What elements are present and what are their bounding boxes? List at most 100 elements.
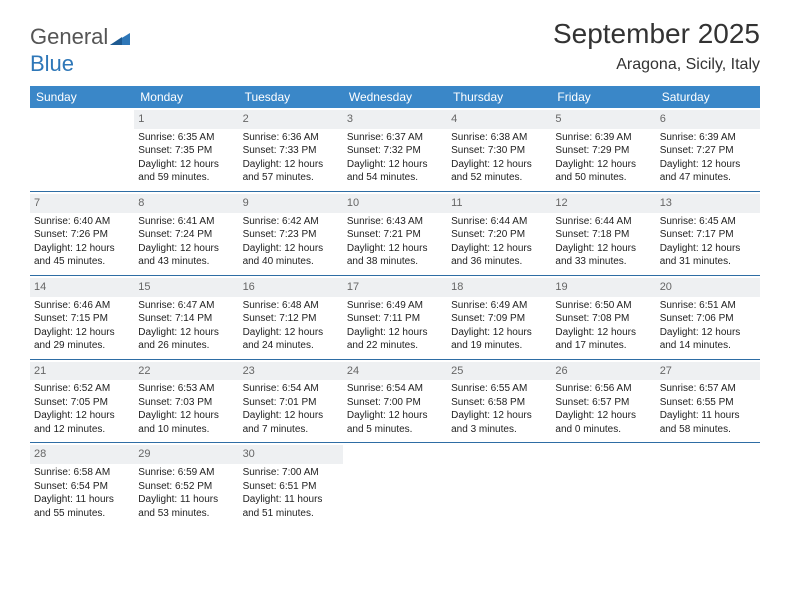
cell-text-line: Sunset: 7:03 PM bbox=[138, 396, 234, 410]
cell-text-line: and 55 minutes. bbox=[34, 507, 130, 521]
cell-text-line: Daylight: 12 hours bbox=[138, 409, 234, 423]
calendar-cell: 23Sunrise: 6:54 AMSunset: 7:01 PMDayligh… bbox=[239, 359, 343, 443]
cell-text-line: Daylight: 12 hours bbox=[243, 158, 339, 172]
cell-text-line: and 52 minutes. bbox=[451, 171, 547, 185]
cell-text-line: Sunrise: 6:39 AM bbox=[660, 131, 756, 145]
cell-text-line: and 17 minutes. bbox=[555, 339, 651, 353]
weekday-header: Monday bbox=[134, 86, 238, 108]
calendar-cell: 11 Sunrise: 6:44 AMSunset: 7:20 PMDayligh… bbox=[447, 191, 551, 275]
calendar-row: 28Sunrise: 6:58 AMSunset: 6:54 PMDayligh… bbox=[30, 443, 760, 526]
cell-text-line: Daylight: 12 hours bbox=[555, 326, 651, 340]
cell-text-line: Daylight: 11 hours bbox=[138, 493, 234, 507]
cell-text-line: Sunset: 7:08 PM bbox=[555, 312, 651, 326]
cell-text-line: Sunset: 7:30 PM bbox=[451, 144, 547, 158]
day-number: 12 bbox=[551, 194, 655, 213]
cell-text-line: and 58 minutes. bbox=[660, 423, 756, 437]
cell-text-line: Daylight: 12 hours bbox=[451, 158, 547, 172]
cell-text-line: and 7 minutes. bbox=[243, 423, 339, 437]
calendar-cell: 17Sunrise: 6:49 AMSunset: 7:11 PMDayligh… bbox=[343, 275, 447, 359]
cell-text-line: Sunset: 7:18 PM bbox=[555, 228, 651, 242]
cell-text-line: Sunset: 7:21 PM bbox=[347, 228, 443, 242]
calendar-row: 21Sunrise: 6:52 AMSunset: 7:05 PMDayligh… bbox=[30, 359, 760, 443]
cell-text-line: Sunset: 7:24 PM bbox=[138, 228, 234, 242]
cell-text-line: Sunrise: 6:59 AM bbox=[138, 466, 234, 480]
cell-text-line: Sunset: 7:17 PM bbox=[660, 228, 756, 242]
day-number: 3 bbox=[343, 110, 447, 129]
cell-text-line: and 51 minutes. bbox=[243, 507, 339, 521]
cell-text-line: Sunset: 6:54 PM bbox=[34, 480, 130, 494]
calendar-cell: 1Sunrise: 6:35 AMSunset: 7:35 PMDaylight… bbox=[134, 108, 238, 191]
cell-text-line: Sunset: 7:00 PM bbox=[347, 396, 443, 410]
location-subtitle: Aragona, Sicily, Italy bbox=[616, 56, 760, 74]
cell-text-line: Daylight: 12 hours bbox=[347, 242, 443, 256]
cell-text-line: Sunrise: 6:57 AM bbox=[660, 382, 756, 396]
cell-text-line: Sunrise: 6:44 AM bbox=[451, 215, 547, 229]
cell-text-line: and 50 minutes. bbox=[555, 171, 651, 185]
day-number: 2 bbox=[239, 110, 343, 129]
cell-text-line: Sunrise: 6:55 AM bbox=[451, 382, 547, 396]
calendar-cell: 6Sunrise: 6:39 AMSunset: 7:27 PMDaylight… bbox=[656, 108, 760, 191]
cell-text-line: Daylight: 12 hours bbox=[243, 409, 339, 423]
weekday-header: Sunday bbox=[30, 86, 134, 108]
cell-text-line: Daylight: 12 hours bbox=[243, 242, 339, 256]
cell-text-line: and 53 minutes. bbox=[138, 507, 234, 521]
day-number: 17 bbox=[343, 278, 447, 297]
cell-text-line: Sunset: 7:15 PM bbox=[34, 312, 130, 326]
calendar-row: 14Sunrise: 6:46 AMSunset: 7:15 PMDayligh… bbox=[30, 275, 760, 359]
day-number: 13 bbox=[656, 194, 760, 213]
day-number: 7 bbox=[30, 194, 134, 213]
cell-text-line: Daylight: 12 hours bbox=[660, 242, 756, 256]
cell-text-line: Daylight: 12 hours bbox=[138, 158, 234, 172]
cell-text-line: Sunrise: 6:58 AM bbox=[34, 466, 130, 480]
cell-text-line: Daylight: 12 hours bbox=[660, 158, 756, 172]
day-number: 11 bbox=[447, 194, 551, 213]
day-number: 18 bbox=[447, 278, 551, 297]
cell-text-line: and 40 minutes. bbox=[243, 255, 339, 269]
calendar-cell: 16Sunrise: 6:48 AMSunset: 7:12 PMDayligh… bbox=[239, 275, 343, 359]
day-number: 16 bbox=[239, 278, 343, 297]
cell-text-line: Daylight: 11 hours bbox=[243, 493, 339, 507]
day-number: 19 bbox=[551, 278, 655, 297]
cell-text-line: Sunrise: 6:36 AM bbox=[243, 131, 339, 145]
cell-text-line: Sunset: 7:14 PM bbox=[138, 312, 234, 326]
weekday-header: Wednesday bbox=[343, 86, 447, 108]
cell-text-line: Daylight: 12 hours bbox=[451, 242, 547, 256]
cell-text-line: and 59 minutes. bbox=[138, 171, 234, 185]
cell-text-line: Sunrise: 6:40 AM bbox=[34, 215, 130, 229]
cell-text-line: Sunset: 7:35 PM bbox=[138, 144, 234, 158]
cell-text-line: and 47 minutes. bbox=[660, 171, 756, 185]
day-number: 24 bbox=[343, 362, 447, 381]
cell-text-line: Sunset: 6:55 PM bbox=[660, 396, 756, 410]
cell-text-line: Daylight: 11 hours bbox=[34, 493, 130, 507]
cell-text-line: and 5 minutes. bbox=[347, 423, 443, 437]
cell-text-line: and 36 minutes. bbox=[451, 255, 547, 269]
cell-text-line: Sunrise: 6:37 AM bbox=[347, 131, 443, 145]
cell-text-line: Sunrise: 6:39 AM bbox=[555, 131, 651, 145]
cell-text-line: Sunset: 7:20 PM bbox=[451, 228, 547, 242]
cell-text-line: Sunset: 7:05 PM bbox=[34, 396, 130, 410]
weekday-header-row: Sunday Monday Tuesday Wednesday Thursday… bbox=[30, 86, 760, 108]
calendar-cell: 28 Sunrise: 6:58 AMSunset: 6:54 PMDayligh… bbox=[30, 443, 134, 526]
cell-text-line: and 12 minutes. bbox=[34, 423, 130, 437]
cell-text-line: Daylight: 12 hours bbox=[347, 326, 443, 340]
calendar-cell: 21Sunrise: 6:52 AMSunset: 7:05 PMDayligh… bbox=[30, 359, 134, 443]
cell-text-line: and 38 minutes. bbox=[347, 255, 443, 269]
weekday-header: Thursday bbox=[447, 86, 551, 108]
calendar-row: 1Sunrise: 6:35 AMSunset: 7:35 PMDaylight… bbox=[30, 108, 760, 191]
cell-text-line: Sunset: 7:06 PM bbox=[660, 312, 756, 326]
cell-text-line: and 57 minutes. bbox=[243, 171, 339, 185]
cell-text-line: and 24 minutes. bbox=[243, 339, 339, 353]
cell-text-line: and 0 minutes. bbox=[555, 423, 651, 437]
calendar-cell: 27Sunrise: 6:57 AMSunset: 6:55 PMDayligh… bbox=[656, 359, 760, 443]
cell-text-line: Daylight: 11 hours bbox=[660, 409, 756, 423]
cell-text-line: and 14 minutes. bbox=[660, 339, 756, 353]
day-number: 28 bbox=[30, 445, 134, 464]
cell-text-line: and 19 minutes. bbox=[451, 339, 547, 353]
calendar-cell: 2Sunrise: 6:36 AMSunset: 7:33 PMDaylight… bbox=[239, 108, 343, 191]
cell-text-line: and 10 minutes. bbox=[138, 423, 234, 437]
brand-part1: General bbox=[30, 24, 108, 49]
cell-text-line: Sunset: 7:11 PM bbox=[347, 312, 443, 326]
calendar-cell bbox=[343, 443, 447, 526]
calendar-cell: 9Sunrise: 6:42 AMSunset: 7:23 PMDaylight… bbox=[239, 191, 343, 275]
cell-text-line: Sunrise: 7:00 AM bbox=[243, 466, 339, 480]
